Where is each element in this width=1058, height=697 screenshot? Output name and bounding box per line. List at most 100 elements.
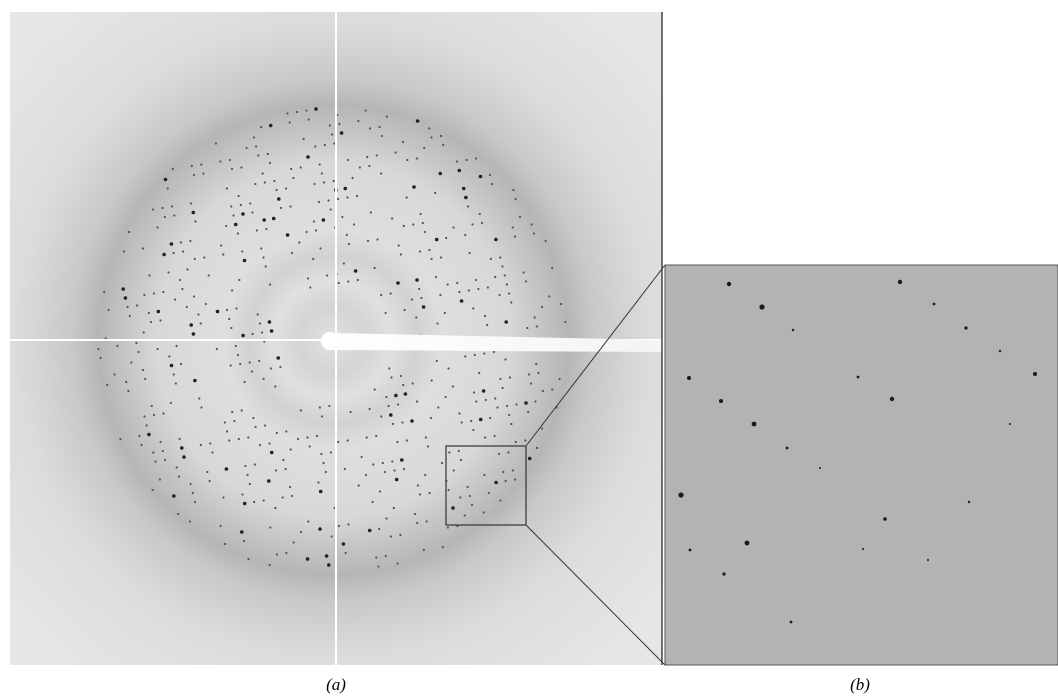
spot	[396, 281, 400, 285]
spot	[792, 329, 794, 331]
spot	[138, 435, 140, 437]
spot	[352, 177, 354, 179]
spot	[494, 238, 498, 242]
spot	[445, 396, 447, 398]
spot	[380, 294, 382, 296]
spot	[489, 417, 491, 419]
spot	[404, 309, 406, 311]
spot	[502, 387, 504, 389]
spot	[333, 180, 335, 182]
spot	[369, 408, 371, 410]
spot	[436, 322, 438, 324]
spot	[348, 243, 350, 245]
spot	[430, 417, 432, 419]
spot	[206, 471, 208, 473]
spot	[291, 252, 293, 254]
spot	[119, 438, 121, 440]
spot	[177, 513, 179, 515]
spot	[125, 381, 127, 383]
spot	[431, 379, 433, 381]
spot	[138, 351, 140, 353]
spot	[361, 456, 363, 458]
spot	[238, 279, 240, 281]
spot	[435, 238, 439, 242]
spot	[514, 478, 516, 480]
spot	[504, 358, 506, 360]
spot	[416, 157, 418, 159]
spot	[162, 450, 164, 452]
spot	[194, 258, 196, 260]
spot	[152, 489, 154, 491]
spot	[237, 232, 239, 234]
spot	[399, 534, 401, 536]
spot	[494, 435, 496, 437]
spot	[471, 504, 473, 506]
spot	[143, 294, 145, 296]
spot	[154, 460, 156, 462]
spot	[507, 451, 509, 453]
spot	[215, 142, 217, 144]
spot	[395, 151, 397, 153]
spot	[269, 162, 271, 164]
spot	[224, 421, 226, 423]
spot	[268, 442, 270, 444]
spot	[423, 147, 425, 149]
spot	[314, 183, 316, 185]
spot	[415, 278, 419, 282]
spot	[233, 420, 235, 422]
spot	[403, 468, 405, 470]
spot	[444, 312, 446, 314]
spot	[193, 379, 197, 383]
spot	[504, 274, 506, 276]
spot	[412, 382, 414, 384]
spot	[241, 212, 245, 216]
spot	[475, 157, 477, 159]
spot	[253, 136, 255, 138]
spot	[249, 361, 251, 363]
spot	[270, 451, 274, 455]
spot	[260, 126, 262, 128]
spot	[515, 441, 517, 443]
spot	[414, 513, 416, 515]
spot	[100, 357, 102, 359]
spot	[232, 214, 234, 216]
spot	[481, 222, 483, 224]
spot	[267, 479, 271, 483]
spot	[331, 535, 333, 537]
spot	[324, 144, 326, 146]
spot	[519, 216, 521, 218]
spot	[357, 279, 359, 281]
spot	[262, 218, 266, 222]
spot	[496, 406, 498, 408]
spot	[255, 426, 257, 428]
spot	[393, 469, 395, 471]
spot	[375, 435, 377, 437]
spot	[186, 306, 188, 308]
spot	[483, 511, 485, 513]
spot	[372, 501, 374, 503]
spot	[290, 168, 292, 170]
spot	[472, 307, 474, 309]
spot	[247, 436, 249, 438]
spot	[124, 296, 128, 300]
spot	[484, 315, 486, 317]
spot	[97, 348, 99, 350]
spot	[230, 364, 232, 366]
spot	[400, 253, 402, 255]
spot	[499, 256, 501, 258]
spot	[535, 363, 537, 365]
spot	[506, 283, 508, 285]
spot	[341, 216, 343, 218]
spot	[106, 384, 108, 386]
spot	[406, 439, 408, 441]
spot	[308, 118, 310, 120]
spot	[390, 535, 392, 537]
spot	[234, 223, 238, 227]
spot	[510, 301, 512, 303]
spot	[309, 286, 311, 288]
spot	[391, 217, 393, 219]
spot	[276, 356, 280, 360]
spot	[240, 166, 242, 168]
spot	[514, 235, 516, 237]
spot	[135, 342, 137, 344]
